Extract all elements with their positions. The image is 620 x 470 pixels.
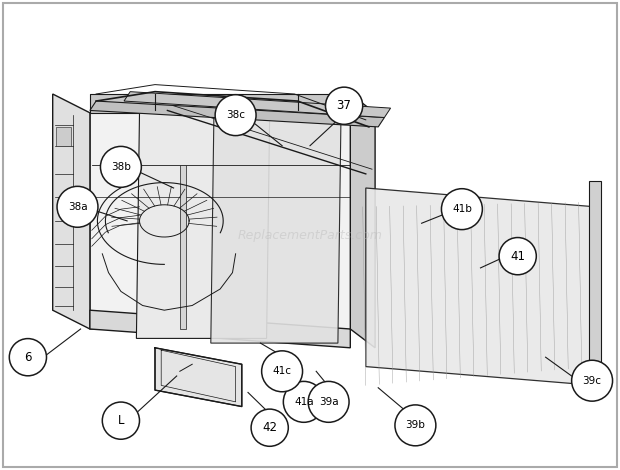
Text: 41b: 41b [452,204,472,214]
Text: 38b: 38b [111,162,131,172]
Polygon shape [180,164,186,329]
Circle shape [9,338,46,376]
Text: 39b: 39b [405,420,425,431]
Circle shape [57,186,98,227]
Circle shape [283,381,324,423]
Polygon shape [90,310,350,348]
Polygon shape [211,115,341,343]
Circle shape [326,87,363,125]
Polygon shape [366,188,595,385]
Text: 41c: 41c [273,366,291,376]
Text: 6: 6 [24,351,32,364]
Polygon shape [124,92,391,118]
Polygon shape [90,101,384,127]
Circle shape [499,237,536,275]
Text: ReplacementParts.com: ReplacementParts.com [237,228,383,242]
Text: 41: 41 [510,250,525,263]
Text: L: L [118,414,124,427]
Polygon shape [56,127,71,146]
Circle shape [395,405,436,446]
Polygon shape [589,181,601,385]
Circle shape [215,94,256,136]
Polygon shape [350,94,375,348]
Circle shape [308,381,349,423]
Text: 38a: 38a [68,202,87,212]
Text: 41a: 41a [294,397,314,407]
Circle shape [251,409,288,446]
Circle shape [441,188,482,230]
Circle shape [100,146,141,188]
Polygon shape [90,94,350,113]
Circle shape [262,351,303,392]
Circle shape [102,402,140,439]
Text: 39c: 39c [583,376,601,386]
Polygon shape [53,94,90,329]
Text: 39a: 39a [319,397,339,407]
Circle shape [572,360,613,401]
Text: 38c: 38c [226,110,245,120]
Polygon shape [90,94,350,329]
Text: 37: 37 [337,99,352,112]
Polygon shape [155,348,242,407]
Text: 42: 42 [262,421,277,434]
Polygon shape [136,113,270,338]
